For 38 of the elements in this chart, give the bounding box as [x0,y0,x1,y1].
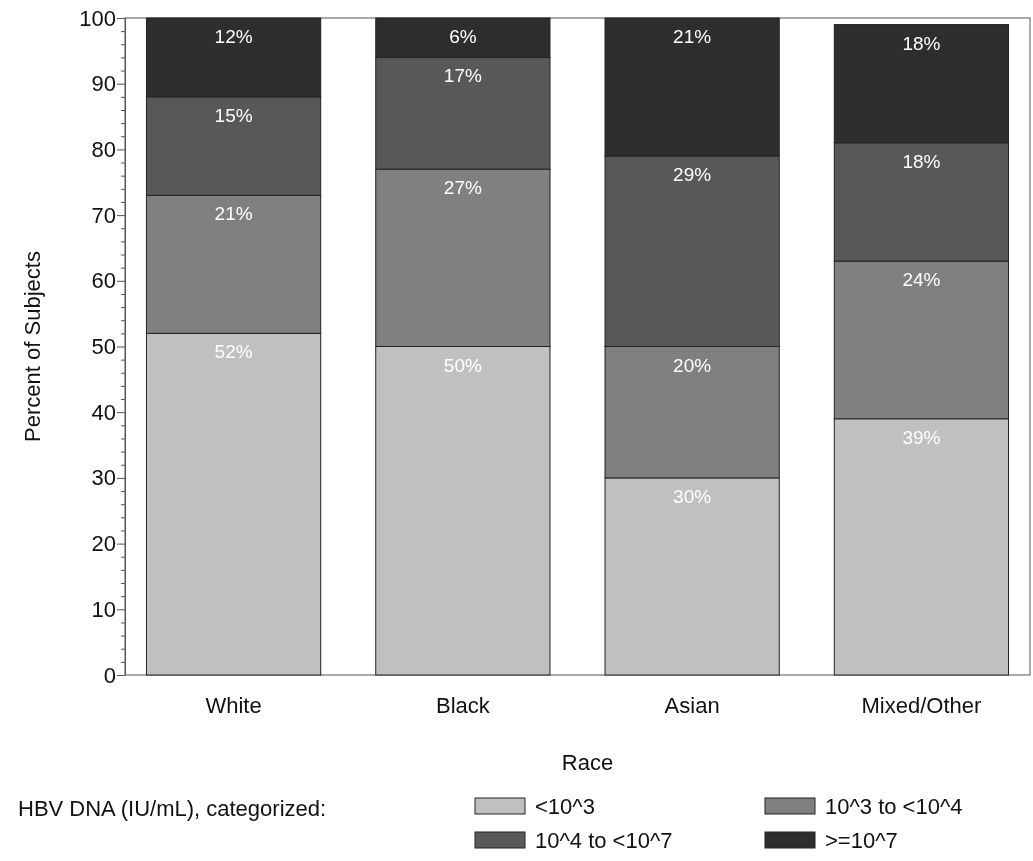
x-tick-label: White [205,692,262,718]
legend-label: >=10^7 [825,828,898,853]
x-tick-label: Asian [664,692,720,718]
data-label: 50% [443,354,482,376]
legend-label: 10^4 to <10^7 [535,828,673,853]
legend-label: 10^3 to <10^4 [825,794,963,819]
x-axis-title: Race [561,750,614,775]
data-label: 6% [449,26,477,47]
data-label: 27% [443,177,482,199]
x-tick-label: Mixed/Other [861,692,982,718]
data-label: 30% [673,485,712,507]
legend-label: <10^3 [535,794,595,819]
data-label: 21% [214,203,253,225]
data-label: 29% [673,163,712,185]
y-tick-label: 10 [91,596,116,622]
legend-title: HBV DNA (IU/mL), categorized: [18,796,327,821]
data-label: 21% [673,26,712,47]
x-tick-label: Black [435,692,491,718]
data-label: 18% [902,150,941,172]
data-label: 20% [673,354,712,376]
y-tick-label: 50 [91,334,116,360]
data-label: 17% [443,65,482,87]
data-label: 18% [902,32,941,54]
y-tick-label: 90 [91,71,116,97]
y-tick-label: 80 [91,136,116,162]
y-tick-label: 30 [91,465,116,491]
y-tick-label: 40 [91,399,116,425]
y-tick-label: 70 [91,202,116,228]
y-tick-label: 60 [91,268,116,294]
y-tick-label: 100 [79,5,116,31]
data-label: 52% [214,341,253,363]
y-tick-label: 20 [91,531,116,557]
data-label: 15% [214,104,253,126]
data-label: 24% [902,269,941,291]
y-axis-title: Percent of Subjects [20,251,45,442]
y-tick-label: 0 [103,662,116,688]
data-label: 12% [214,26,253,47]
data-label: 39% [902,426,941,448]
